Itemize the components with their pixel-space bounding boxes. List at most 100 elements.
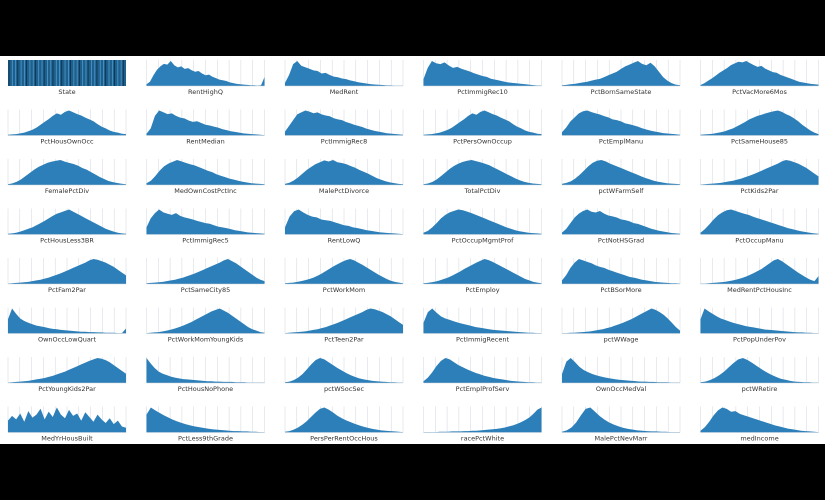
panel-label: PctSameCity85 — [181, 286, 231, 294]
histogram-area — [285, 358, 403, 383]
panel-label: PctTeen2Par — [324, 336, 364, 344]
panel-label: FemalePctDiv — [45, 187, 89, 195]
histogram-area — [146, 209, 265, 235]
panel-label: OwnOccLowQuart — [38, 336, 97, 344]
histogram-panel: racePctWhite — [423, 406, 542, 443]
histogram-area — [700, 209, 819, 235]
histogram-area — [285, 407, 403, 433]
histogram-area — [423, 61, 542, 86]
histogram-panel: PctPopUnderPov — [700, 307, 819, 344]
panel-label: MalePctNevMarr — [595, 435, 648, 443]
panel-label: PctHousOwnOcc — [40, 138, 94, 146]
histogram-panel: MedRentPctHousInc — [700, 258, 819, 294]
histogram-area — [8, 209, 126, 235]
histogram-area — [700, 358, 819, 383]
histogram-panel: PctHousLess3BR — [7, 208, 127, 245]
histogram-panel: RentHighQ — [146, 60, 265, 96]
histogram-area — [285, 209, 403, 235]
panel-label: PctWorkMomYoungKids — [168, 336, 244, 344]
small-multiples-canvas: State RentHighQ MedRent PctImmigRec10 PctBor… — [0, 56, 825, 444]
histogram-area — [700, 259, 819, 284]
histogram-panel: State — [8, 60, 126, 96]
histogram-area — [423, 209, 542, 235]
histogram-panel: FemalePctDiv — [7, 159, 127, 195]
histogram-panel: RentMedian — [146, 109, 265, 146]
panel-label: racePctWhite — [461, 435, 504, 443]
histogram-area — [146, 407, 265, 433]
panel-label: MedRent — [330, 88, 359, 96]
histogram-panel: PctOccupMgmtProf — [423, 208, 542, 245]
histogram-area — [562, 407, 680, 433]
histogram-area — [423, 110, 542, 136]
panel-label: TotalPctDiv — [464, 187, 501, 195]
histogram-area — [8, 110, 126, 136]
panel-label: MedRentPctHousInc — [727, 286, 792, 294]
histogram-panel: MalePctNevMarr — [561, 406, 681, 443]
histogram-panel: PctPersOwnOccup — [423, 109, 542, 146]
panel-label: State — [58, 88, 75, 96]
panel-label: PctImmigRec5 — [182, 237, 229, 245]
histogram-area — [700, 308, 819, 334]
histogram-panel: PctVacMore6Mos — [700, 60, 819, 96]
panel-label: pctWFarmSelf — [599, 187, 645, 195]
panel-label: PctBornSameState — [591, 88, 652, 96]
panel-label: RentLowQ — [328, 237, 361, 245]
histogram-panel: PctHousNoPhone — [146, 357, 265, 393]
histogram-area — [8, 308, 126, 334]
histogram-area — [146, 110, 265, 136]
histogram-panel: RentLowQ — [284, 208, 404, 245]
histogram-area — [562, 110, 680, 136]
panel-label: pctWSocSec — [324, 385, 364, 393]
panel-label: PctHousLess3BR — [40, 237, 94, 245]
histogram-panel: PctImmigRec5 — [146, 208, 265, 245]
histogram-area — [8, 160, 126, 185]
panel-label: PctSameHouse85 — [731, 138, 788, 146]
histogram-panel: PctSameHouse85 — [700, 109, 819, 146]
histogram-panel: PctKids2Par — [700, 159, 819, 195]
panel-label: PctYoungKids2Par — [38, 385, 96, 393]
histogram-area — [8, 259, 126, 284]
histogram-area — [700, 407, 819, 433]
panel-label: PctEmplManu — [599, 138, 643, 146]
panel-label: PctPopUnderPov — [733, 336, 786, 344]
panel-label: RentHighQ — [188, 88, 223, 96]
histogram-area — [562, 209, 680, 235]
panel-label: medIncome — [740, 435, 778, 443]
histogram-area — [146, 160, 265, 185]
panel-label: MalePctDivorce — [319, 187, 369, 195]
histogram-panel: PctImmigRecent — [423, 307, 542, 344]
histogram-area — [562, 358, 680, 383]
panel-label: PctFam2Par — [48, 286, 86, 294]
histogram-area — [700, 160, 819, 185]
histogram-area — [285, 259, 403, 284]
panel-label: PctNotHSGrad — [598, 237, 644, 245]
histogram-panel: PctBornSameState — [561, 60, 681, 96]
histogram-panel: MedOwnCostPctInc — [146, 159, 265, 195]
panel-label: pctWRetire — [742, 385, 778, 393]
histogram-area — [700, 61, 819, 86]
histogram-panel: MedYrHousBuilt — [7, 406, 127, 443]
histogram-panel: PctTeen2Par — [284, 307, 404, 344]
histogram-panel: PctWorkMom — [284, 258, 404, 294]
histogram-area — [8, 407, 126, 433]
panel-label: MedOwnCostPctInc — [174, 187, 237, 195]
histogram-panel: PctYoungKids2Par — [7, 357, 127, 393]
barcode-background — [8, 60, 126, 86]
histogram-panel: pctWWage — [561, 307, 681, 344]
histogram-area — [562, 160, 680, 185]
histogram-panel: PctNotHSGrad — [561, 208, 681, 245]
histogram-panel: PersPerRentOccHous — [284, 406, 404, 443]
histogram-area — [562, 259, 680, 284]
panel-label: PctOccupManu — [735, 237, 783, 245]
histogram-panel: TotalPctDiv — [423, 159, 542, 195]
histogram-panel: MalePctDivorce — [284, 159, 404, 195]
histogram-panel: PctHousOwnOcc — [7, 109, 127, 146]
histogram-panel: PctEmplManu — [561, 109, 681, 146]
histogram-panel: PctImmigRec10 — [423, 60, 542, 96]
histogram-area — [423, 358, 542, 383]
panel-label: PctLess9thGrade — [178, 435, 233, 443]
histogram-area — [146, 308, 265, 334]
histogram-panel: pctWFarmSelf — [561, 159, 681, 195]
panel-label: PctImmigRec8 — [321, 138, 368, 146]
histogram-panel: PctLess9thGrade — [146, 406, 265, 443]
